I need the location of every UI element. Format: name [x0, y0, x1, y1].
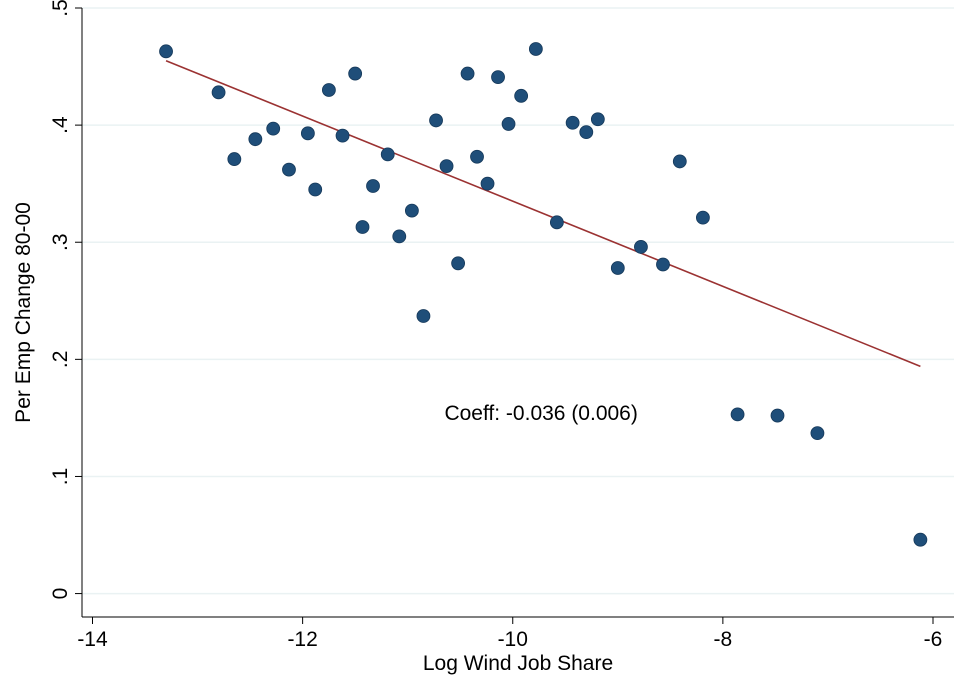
x-tick-label: -8 [714, 628, 733, 651]
y-tick-label: .5 [49, 0, 72, 17]
data-point [282, 162, 296, 177]
gridlines [82, 7, 954, 595]
data-point [528, 42, 543, 56]
data-point [404, 203, 419, 218]
fit-line [165, 59, 921, 368]
data-point [366, 179, 380, 193]
data-point [696, 210, 710, 225]
data-point [549, 215, 564, 230]
x-tick-label: -14 [77, 628, 108, 651]
data-point [300, 126, 315, 141]
data-point [355, 220, 370, 234]
data-point [913, 532, 928, 547]
x-tick-label: -10 [498, 628, 528, 651]
data-point [656, 257, 670, 272]
data-point [248, 132, 263, 147]
data-point [770, 408, 785, 423]
fit-line-group [165, 59, 921, 368]
data-point [429, 113, 443, 128]
y-tick-label: .2 [49, 351, 72, 369]
data-point [480, 176, 495, 191]
data-point [810, 426, 825, 441]
data-point [380, 147, 395, 162]
y-tick-label: .3 [49, 233, 72, 251]
data-point [266, 121, 281, 136]
data-point [514, 88, 529, 103]
data-point [491, 70, 505, 84]
data-point [439, 159, 454, 174]
data-point [308, 182, 323, 197]
data-point [634, 240, 648, 254]
y-tick-label: .1 [49, 468, 72, 486]
data-point [730, 407, 745, 422]
data-point [460, 66, 475, 81]
data-point [392, 229, 407, 244]
data-point [470, 149, 484, 164]
x-tick-label: -6 [924, 628, 943, 651]
data-point [348, 66, 363, 81]
data-point [501, 117, 516, 131]
data-point [451, 256, 466, 271]
data-point [416, 309, 431, 323]
data-point [579, 125, 594, 140]
data-point [672, 154, 687, 169]
data-point [590, 112, 605, 127]
data-point [335, 128, 350, 143]
data-point [211, 85, 226, 100]
y-tick-label: 0 [49, 588, 72, 600]
data-point [321, 83, 336, 97]
data-point [159, 44, 173, 59]
data-point [610, 261, 625, 275]
x-axis-label: Log Wind Job Share [423, 652, 613, 675]
y-tick-label: .4 [49, 116, 72, 134]
x-tick-label: -12 [287, 628, 317, 651]
y-axis-label: Per Emp Change 80-00 [12, 202, 35, 423]
data-points [159, 42, 928, 547]
coefficient-annotation: Coeff: -0.036 (0.006) [444, 402, 637, 425]
data-point [227, 152, 242, 166]
axes: 0 .1 .2 .3 .4 .5 -14 -12 -10 -8 -6 [49, 0, 954, 651]
data-point [565, 115, 580, 130]
